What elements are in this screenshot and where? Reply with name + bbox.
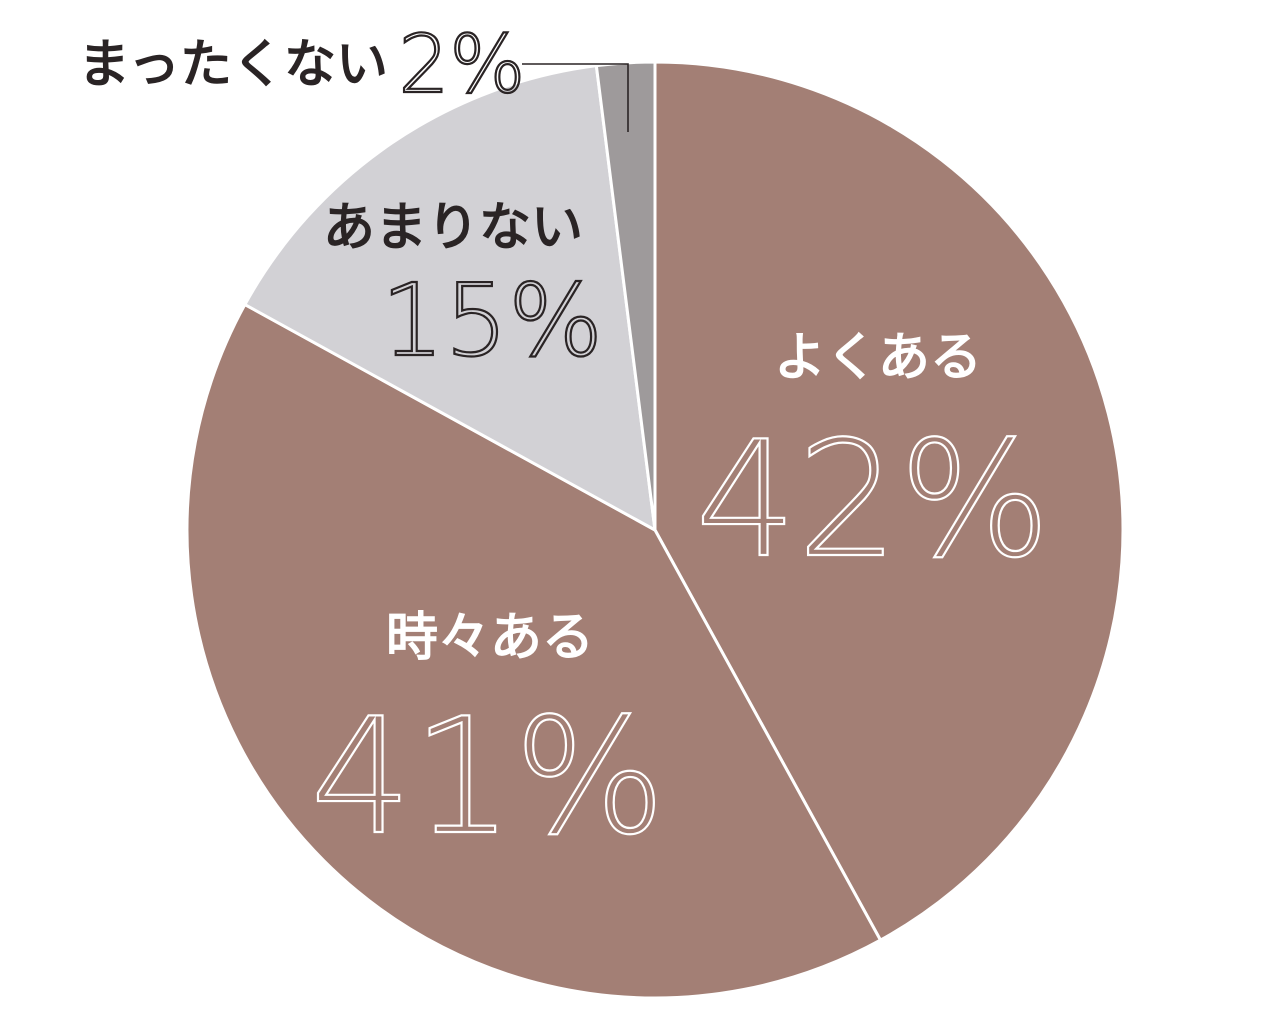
leader-line: [522, 63, 629, 132]
slice-label-3: あまりない: [323, 198, 583, 258]
slice-percent-2: 41%: [310, 683, 666, 870]
pie-slice-2: [185, 303, 882, 1000]
slice-percent-3: 15%: [381, 262, 603, 379]
slice-label-1: よくある: [774, 328, 982, 388]
slice-percent-1: 42%: [695, 406, 1051, 593]
pie-slice-4: [594, 60, 657, 532]
pie-slice-3: [243, 64, 657, 532]
pie-slices: [185, 60, 1125, 1000]
pie-slice-1: [653, 60, 1125, 942]
slice-label-2: 時々ある: [386, 608, 594, 668]
slice-percent-4: 2%: [399, 18, 526, 111]
slice-label-4: まったくない: [78, 35, 388, 95]
